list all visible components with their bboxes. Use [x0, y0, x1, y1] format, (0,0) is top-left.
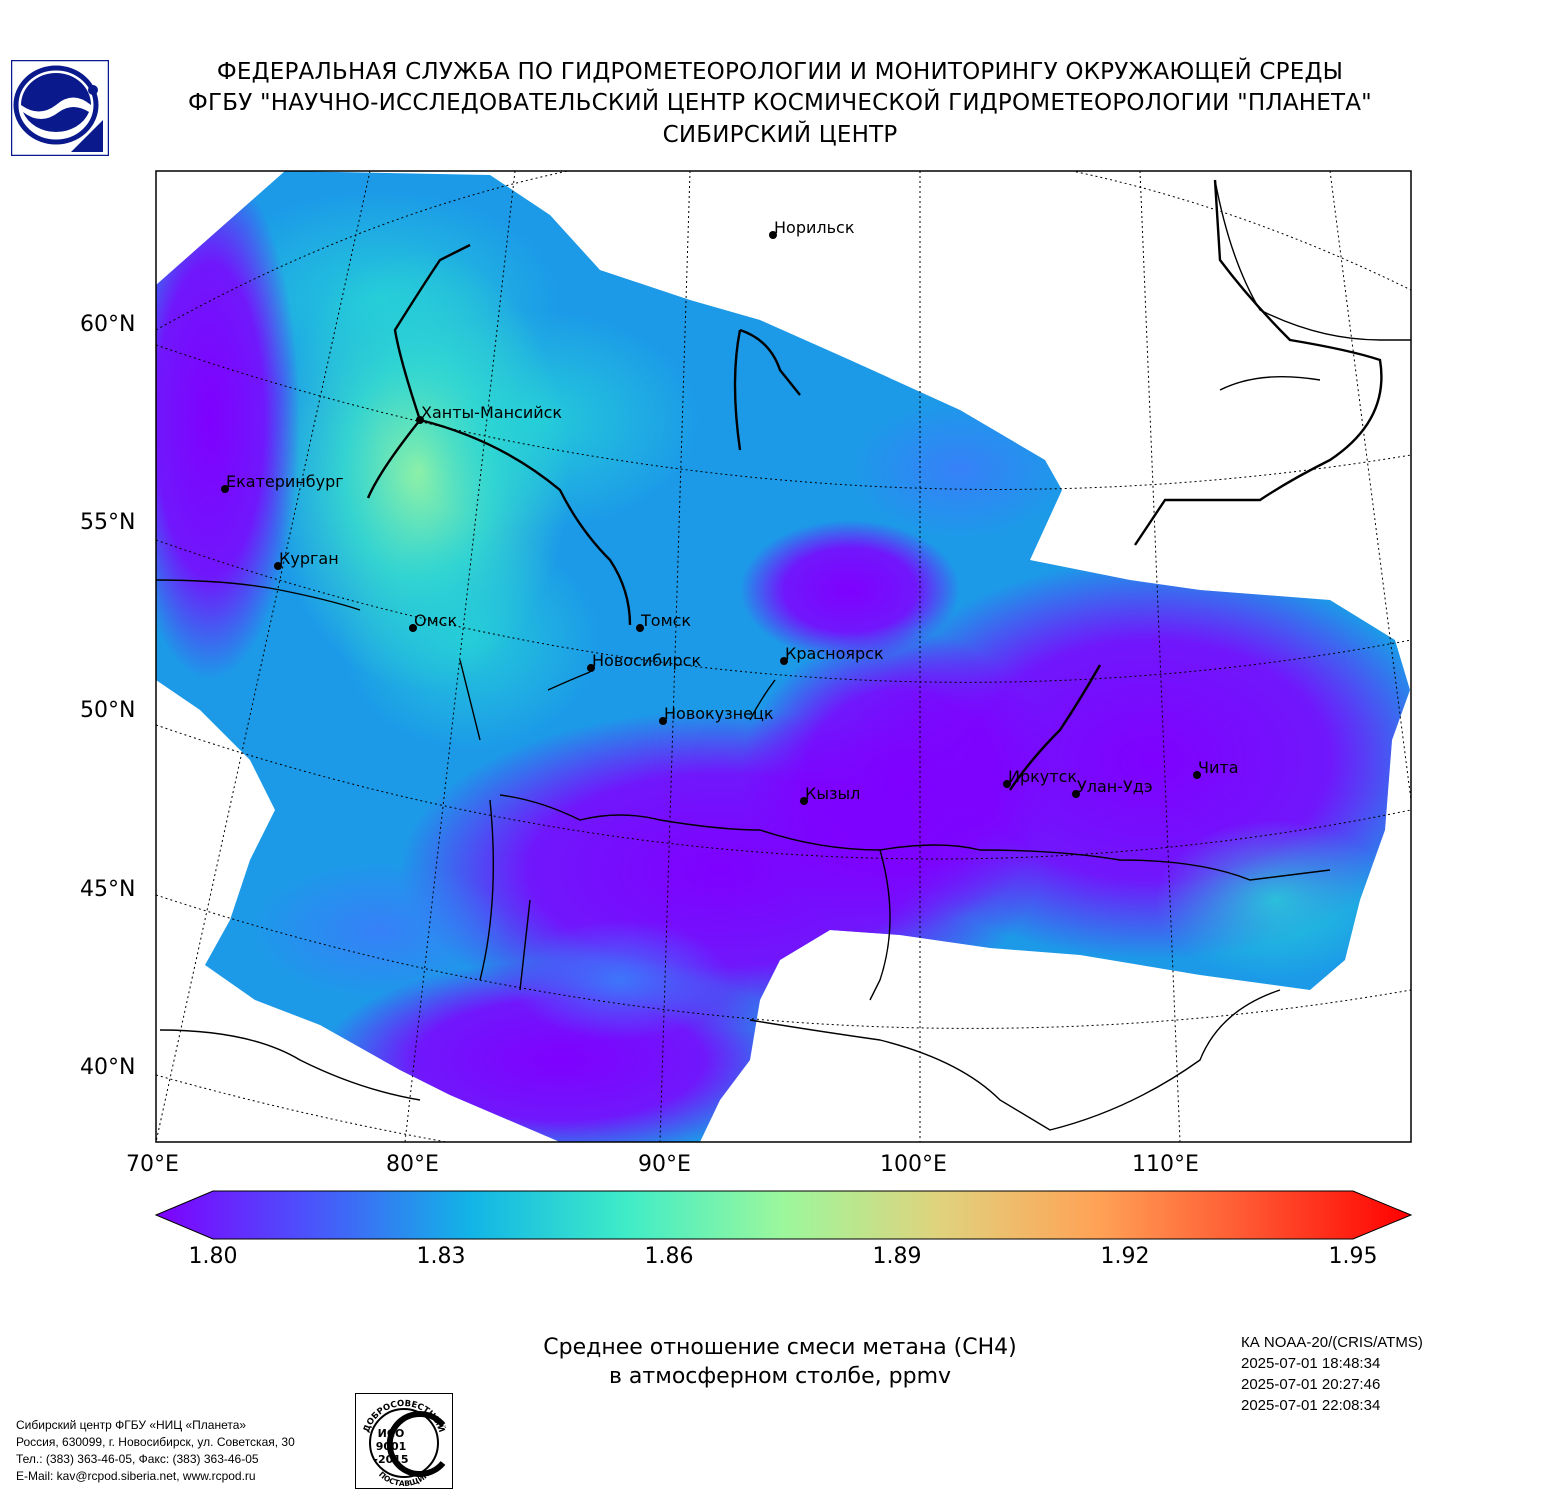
lon-label-80: 80°E [386, 1152, 439, 1177]
city-2-label: Екатеринбург [226, 472, 344, 491]
contact-email: E-Mail: kav@rcpod.siberia.net, www.rcpod… [16, 1469, 256, 1483]
colorbar [154, 1190, 1413, 1240]
methane-field [156, 171, 1411, 1142]
city-3-label: Курган [279, 549, 339, 568]
city-9-label: Кызыл [805, 784, 860, 803]
lon-label-110: 110°E [1132, 1152, 1199, 1177]
lat-label-50: 50°N [80, 698, 136, 723]
lon-label-90: 90°E [638, 1152, 691, 1177]
colorbar-tick-1-95: 1.95 [1328, 1244, 1378, 1269]
city-1-label: Ханты-Мансийск [421, 403, 562, 422]
header-title-line-1: ФЕДЕРАЛЬНАЯ СЛУЖБА ПО ГИДРОМЕТЕОРОЛОГИИ … [216, 59, 1344, 85]
planeta-logo [11, 60, 109, 156]
lon-label-70: 70°E [126, 1152, 179, 1177]
iso-badge-center-3: -2015 [373, 1453, 408, 1466]
lat-label-55: 55°N [80, 510, 136, 535]
colorbar-tick-1-92: 1.92 [1100, 1244, 1150, 1269]
city-1-marker [416, 416, 424, 424]
iso-badge-center-2: 9001 [376, 1440, 407, 1453]
city-12-label: Чита [1198, 758, 1239, 777]
city-0-marker [769, 231, 777, 239]
colorbar-tick-1-83: 1.83 [416, 1244, 466, 1269]
city-9-marker [800, 797, 808, 805]
map-frame [155, 170, 1412, 1143]
contact-org: Сибирский центр ФГБУ «НИЦ «Планета» [16, 1418, 247, 1432]
city-6-marker [587, 664, 595, 672]
city-0-label: Норильск [774, 218, 855, 237]
city-7-marker [780, 657, 788, 665]
pass-time-1: 2025-07-01 18:48:34 [1241, 1355, 1381, 1372]
colorbar-tick-1-86: 1.86 [644, 1244, 694, 1269]
iso-badge-center-1: ИСО [378, 1427, 405, 1440]
city-7-label: Красноярск [785, 644, 884, 663]
city-10-label: Иркутск [1008, 767, 1077, 786]
city-5-label: Томск [640, 611, 691, 630]
contact-address: Россия, 630099, г. Новосибирск, ул. Сове… [16, 1435, 295, 1449]
city-3-marker [274, 562, 282, 570]
colorbar-tick-1-80: 1.80 [188, 1244, 238, 1269]
lat-label-60: 60°N [80, 312, 136, 337]
city-5-marker [636, 624, 644, 632]
city-8-label: Новокузнецк [664, 704, 774, 723]
header-title-line-2: ФГБУ "НАУЧНО-ИССЛЕДОВАТЕЛЬСКИЙ ЦЕНТР КОС… [188, 90, 1372, 116]
lon-label-100: 100°E [880, 1152, 947, 1177]
city-4-label: Омск [414, 611, 457, 630]
satellite-name: КА NOAA-20/(CRIS/ATMS) [1241, 1334, 1423, 1351]
pass-time-3: 2025-07-01 22:08:34 [1241, 1397, 1381, 1414]
iso-badge: ДОБРОСОВЕСТНЫЙ ПОСТАВЩИК ИСО 9001 -2015 [355, 1393, 453, 1489]
contact-phone: Тел.: (383) 363-46-05, Факс: (383) 363-4… [16, 1452, 259, 1466]
city-11-label: Улан-Удэ [1077, 777, 1153, 796]
city-6-label: Новосибирск [592, 651, 701, 670]
city-2-marker [221, 485, 229, 493]
city-markers: Норильск Ханты-Мансийск Екатеринбург Курган… [221, 218, 1239, 805]
caption-line-1: Среднее отношение смеси метана (CH4) [543, 1335, 1017, 1360]
pass-time-2: 2025-07-01 20:27:46 [1241, 1376, 1381, 1393]
header-title-line-3: СИБИРСКИЙ ЦЕНТР [662, 122, 898, 148]
caption-line-2: в атмосферном столбе, ppmv [608, 1364, 952, 1389]
lat-label-45: 45°N [80, 877, 136, 902]
city-4-marker [409, 624, 417, 632]
city-8-marker [659, 717, 667, 725]
lat-label-40: 40°N [80, 1055, 136, 1080]
city-11-marker [1072, 790, 1080, 798]
colorbar-tick-1-89: 1.89 [872, 1244, 922, 1269]
city-10-marker [1003, 780, 1011, 788]
city-12-marker [1193, 771, 1201, 779]
